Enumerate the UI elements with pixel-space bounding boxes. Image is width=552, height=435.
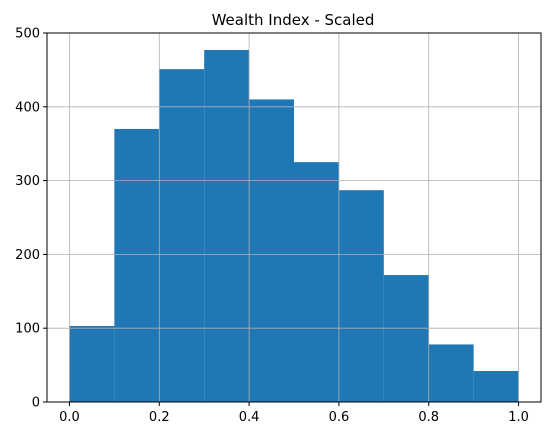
y-tick-label: 300	[15, 174, 40, 189]
y-axis: 0 100 200 300 400 500	[15, 27, 47, 411]
histogram-bar	[294, 162, 339, 402]
histogram-bar	[383, 275, 429, 402]
histogram-bar	[114, 128, 160, 402]
histogram-bar	[159, 69, 205, 403]
x-tick-label: 0.6	[329, 410, 350, 425]
x-tick-label: 0.0	[59, 410, 80, 425]
plot-frame	[46, 32, 542, 403]
histogram-bar	[338, 190, 384, 402]
histogram-bar	[249, 99, 294, 403]
x-tick-label: 0.2	[149, 410, 170, 425]
y-tick-label: 200	[15, 248, 40, 263]
y-tick-label: 100	[15, 322, 40, 337]
chart-title: Wealth Index - Scaled	[212, 11, 375, 29]
y-tick-label: 0	[32, 396, 40, 411]
histogram-bar	[69, 325, 115, 402]
x-axis: 0.0 0.2 0.4 0.6 0.8 1.0	[59, 402, 529, 425]
x-tick-label: 0.8	[418, 410, 439, 425]
y-tick-label: 500	[15, 27, 40, 42]
bars-layer	[69, 49, 519, 403]
y-tick-label: 400	[15, 100, 40, 115]
x-tick-label: 1.0	[508, 410, 529, 425]
x-tick-label: 0.4	[239, 410, 260, 425]
histogram-bar	[428, 344, 474, 402]
histogram-bar	[204, 49, 250, 402]
histogram-bar	[473, 371, 519, 402]
